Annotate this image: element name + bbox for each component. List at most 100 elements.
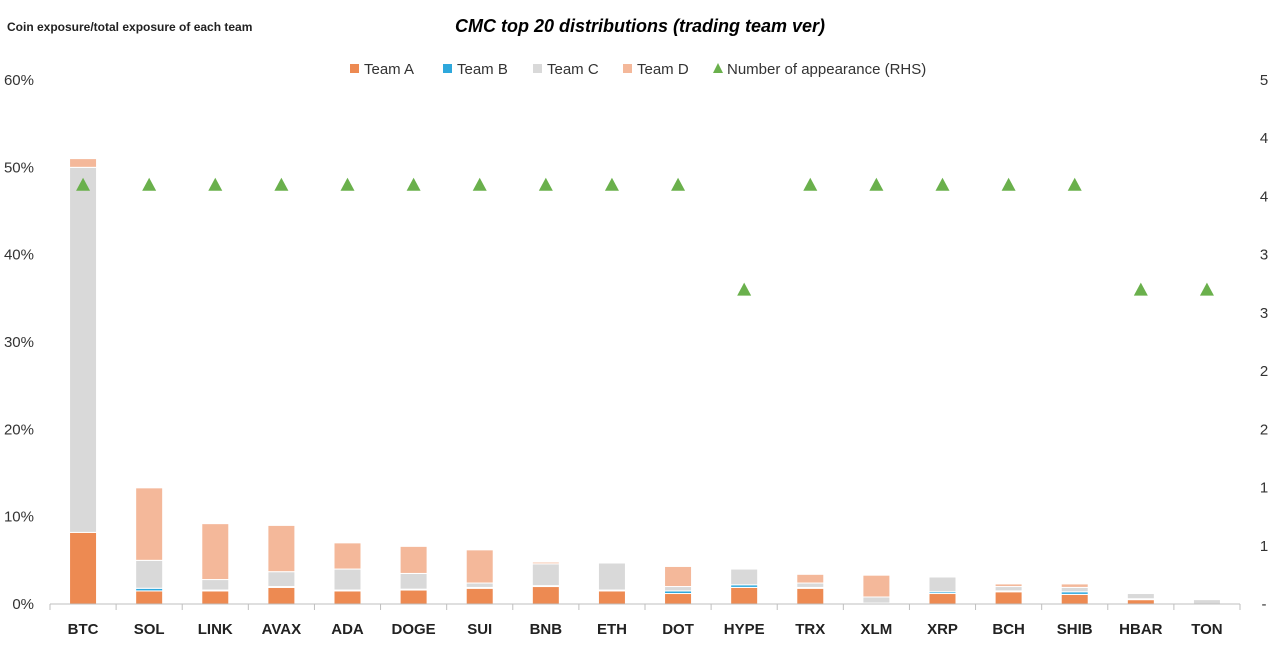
y-tick-label: 10% (4, 509, 34, 526)
bar-segment-team-d (201, 523, 230, 581)
bar-segment-team-d (796, 573, 825, 584)
bar-segment-team-c (862, 596, 891, 604)
y-tick-label: 60% (4, 72, 34, 89)
x-category-label: SOL (134, 621, 165, 638)
y-axis-left: 0% 10% 20% 30% 40% 50% 60% (4, 72, 34, 613)
legend-label: Team B (457, 61, 508, 78)
bar-segment-team-d (994, 583, 1023, 588)
legend-swatch (533, 64, 542, 73)
x-category-label: BTC (68, 621, 99, 638)
bar-segment-team-a (201, 590, 230, 605)
bar-segment-team-a (1126, 599, 1155, 605)
bar-segment-team-a (928, 593, 957, 605)
bar-segment-team-c (399, 572, 428, 590)
bar-segment-team-a (465, 587, 494, 605)
y-axis-right: - 1 1 2 2 3 3 4 4 5 (1260, 72, 1268, 613)
legend-label: Team A (364, 61, 414, 78)
x-axis: BTC SOL LINK AVAX ADA DOGE SUI BNB ETH DOT HYPE TRX… (49, 603, 1241, 638)
x-category-label: SUI (467, 621, 492, 638)
x-category-label: DOT (662, 621, 694, 638)
bar-segment-team-a (267, 586, 296, 605)
bar-segment-team-d (333, 542, 362, 570)
bar-segment-team-d (1060, 583, 1089, 588)
y-tick-label: 0% (12, 596, 34, 613)
appearance-marker (1133, 282, 1148, 296)
appearance-marker (1067, 177, 1082, 191)
x-category-label: XRP (927, 621, 958, 638)
bar-segment-team-d (465, 549, 494, 584)
legend-swatch (350, 64, 359, 73)
bar-segment-team-a (1060, 593, 1089, 605)
bar-segment-team-c (1060, 586, 1089, 593)
y-tick-label: 50% (4, 159, 34, 176)
bar-segment-team-c (928, 576, 957, 593)
bar-segment-team-c (664, 586, 693, 592)
bar-segment-team-d (267, 524, 296, 573)
x-category-label: ADA (331, 621, 364, 638)
legend-swatch (443, 64, 452, 73)
appearance-marker (274, 177, 289, 191)
legend-label: Team D (637, 61, 689, 78)
x-category-label: DOGE (392, 621, 436, 638)
y2-tick-label: 5 (1260, 72, 1268, 89)
bar-segment-team-d (399, 545, 428, 574)
bar-segment-team-d (664, 565, 693, 588)
x-category-label: HYPE (724, 621, 765, 638)
y-tick-label: 30% (4, 334, 34, 351)
y2-tick-label: 1 (1260, 480, 1268, 497)
appearance-marker (538, 177, 553, 191)
bar-segment-team-d (69, 158, 98, 168)
bar-segment-team-a (399, 589, 428, 605)
appearance-marker (1001, 177, 1016, 191)
bar-segment-team-a (69, 531, 98, 605)
appearance-marker (869, 177, 884, 191)
appearance-marker (406, 177, 421, 191)
x-category-label: TON (1191, 621, 1222, 638)
bar-segment-team-a (730, 586, 759, 605)
bar-segment-team-c (333, 568, 362, 591)
appearance-marker (472, 177, 487, 191)
bar-segment-team-c (201, 579, 230, 591)
x-category-label: BCH (992, 621, 1025, 638)
y2-tick-label: 3 (1260, 247, 1268, 264)
legend-label: Number of appearance (RHS) (727, 61, 926, 78)
bar-segment-team-d (135, 487, 164, 561)
x-category-label: LINK (198, 621, 233, 638)
bar-segment-team-d (597, 561, 626, 564)
bar-segment-team-c (796, 582, 825, 588)
bar-segment-team-a (796, 587, 825, 605)
bar-segment-team-d (1126, 592, 1155, 595)
appearance-marker (340, 177, 355, 191)
bar-segment-team-c (1192, 599, 1221, 605)
appearance-marker (604, 177, 619, 191)
x-category-label: TRX (795, 621, 825, 638)
y-axis-label: Coin exposure/total exposure of each tea… (7, 20, 252, 34)
markers (76, 177, 1214, 296)
bar-segment-team-a (994, 591, 1023, 605)
bar-segment-team-c (1126, 593, 1155, 600)
appearance-marker (935, 177, 950, 191)
legend-swatch (623, 64, 632, 73)
y2-tick-label: 4 (1260, 130, 1268, 147)
x-category-label: ETH (597, 621, 627, 638)
y2-tick-label: 2 (1260, 421, 1268, 438)
x-category-label: BNB (530, 621, 563, 638)
bar-segment-team-a (135, 590, 164, 605)
bar-segment-team-a (333, 590, 362, 605)
chart-title: CMC top 20 distributions (trading team v… (455, 16, 825, 36)
x-category-label: XLM (861, 621, 893, 638)
appearance-marker (671, 177, 686, 191)
bar-segment-team-d (862, 574, 891, 598)
bar-segment-team-a (597, 590, 626, 605)
y2-tick-label: 2 (1260, 363, 1268, 380)
appearance-marker (803, 177, 818, 191)
legend-label: Team C (547, 61, 599, 78)
bar-segment-team-c (597, 562, 626, 591)
bar-segment-team-c (994, 586, 1023, 592)
legend: Team A Team B Team C Team D Number of appear… (350, 61, 926, 78)
bar-segment-team-c (267, 571, 296, 588)
bar-segment-team-c (730, 568, 759, 586)
bar-segment-team-d (928, 575, 957, 578)
appearance-marker (142, 177, 157, 191)
